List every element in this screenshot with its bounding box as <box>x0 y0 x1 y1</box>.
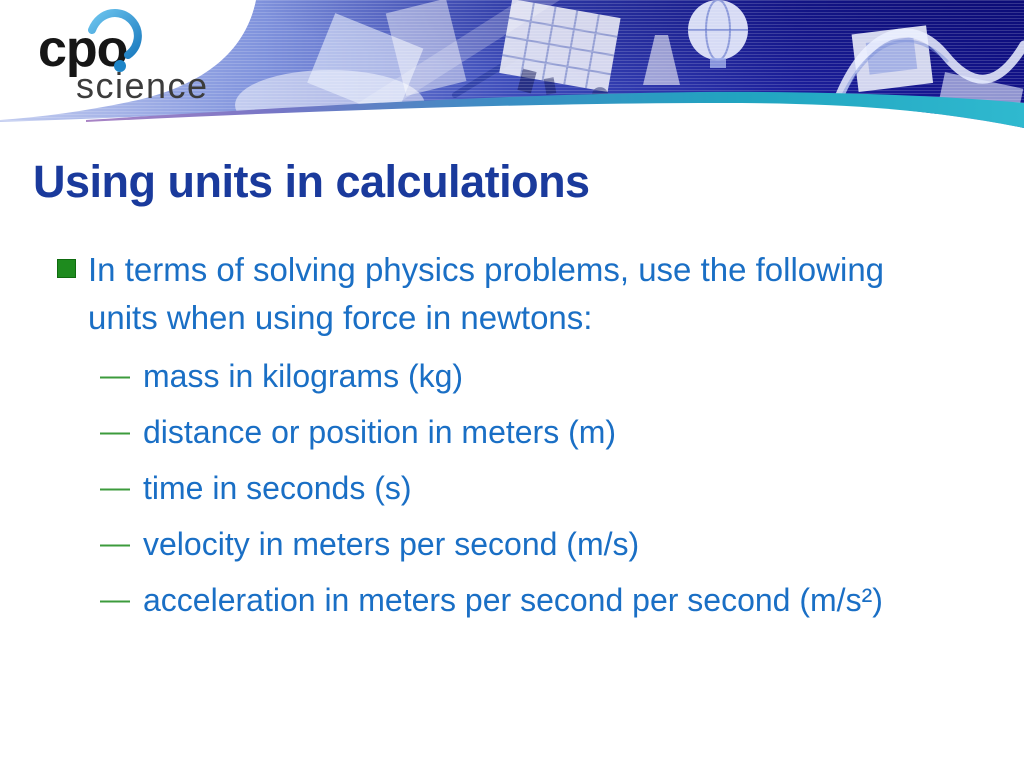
logo-white-field <box>0 0 256 120</box>
sub-bullet-item: — velocity in meters per second (m/s) <box>100 520 984 568</box>
dash-marker-icon: — <box>100 470 130 504</box>
sub-bullet-item: — time in seconds (s) <box>100 464 984 512</box>
dash-marker-icon: — <box>100 526 130 560</box>
banner-graphic: cpo science <box>0 0 1024 140</box>
swoosh-stripe <box>86 91 1024 128</box>
logo-dot-icon <box>114 60 126 72</box>
sub-bullet-text: distance or position in meters (m) <box>143 413 617 450</box>
sub-bullet-text: mass in kilograms (kg) <box>143 357 464 394</box>
logo-swoosh-icon <box>88 9 142 59</box>
dash-marker-icon: — <box>100 414 130 448</box>
logo-brand-text: cpo <box>38 20 127 78</box>
slide-title: Using units in calculations <box>33 156 590 207</box>
slide-body: Using units in calculations In terms of … <box>0 156 1024 624</box>
dash-marker-icon: — <box>100 582 130 616</box>
banner-lower-white <box>0 97 1024 140</box>
banner: cpo science <box>0 0 1024 140</box>
sub-bullet-text: time in seconds (s) <box>143 469 412 506</box>
bullet-text: In terms of solving physics problems, us… <box>88 250 885 336</box>
sub-bullet-item: — acceleration in meters per second per … <box>100 576 984 624</box>
sub-bullet-text: acceleration in meters per second per se… <box>143 581 883 618</box>
sub-bullet-item: — mass in kilograms (kg) <box>100 352 984 400</box>
bullet-square-icon <box>57 258 76 278</box>
sub-bullet-item: — distance or position in meters (m) <box>100 408 984 456</box>
dash-marker-icon: — <box>100 358 130 392</box>
sub-bullet-list: — mass in kilograms (kg) — distance or p… <box>0 352 1024 624</box>
cpo-science-logo: cpo science <box>38 9 209 106</box>
bullet-item: In terms of solving physics problems, us… <box>57 246 984 342</box>
sub-bullet-text: velocity in meters per second (m/s) <box>143 525 640 562</box>
logo-subtext: science <box>76 65 209 106</box>
